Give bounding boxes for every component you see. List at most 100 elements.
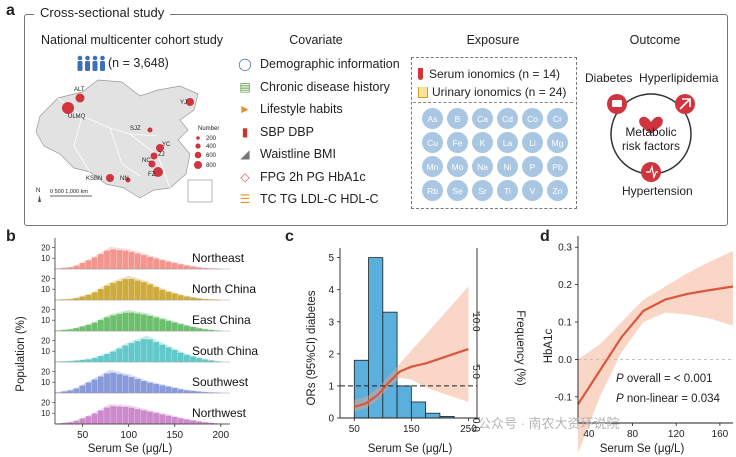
panel-b-xlabel: Serum Se (μg/L) <box>88 443 173 455</box>
y-tick-label: 0.0 <box>558 355 572 366</box>
p-symbol: P <box>616 393 624 405</box>
confidence-band <box>354 286 469 412</box>
outcome-bottom-label: Hypertension <box>622 184 693 198</box>
y-tick-label: 20 <box>41 274 50 283</box>
covariate-item: ◯ Demographic information <box>236 57 399 71</box>
map-city-label: FZ <box>148 172 156 178</box>
y-tick-label: 10 <box>41 254 50 263</box>
map-city-label: ULMQ <box>68 114 86 120</box>
histogram-bar <box>425 412 441 419</box>
histogram-bar <box>396 385 412 419</box>
element-badge: Mn <box>422 156 443 177</box>
histogram-bar <box>208 330 215 331</box>
x-tick-label: 40 <box>583 429 595 440</box>
histogram-bar <box>147 382 153 393</box>
confidence-band <box>578 250 733 453</box>
histogram-bar <box>122 345 129 362</box>
histogram-bar <box>73 420 80 424</box>
histogram-bar <box>128 312 135 331</box>
histogram-bar <box>165 347 172 362</box>
histogram-bar <box>97 356 104 362</box>
china-map: ALT ULMQ YJ SJZ YC ZJ NC FZ KSBN NN Numb… <box>30 76 230 211</box>
histogram-bar <box>153 342 159 362</box>
histogram-bar <box>190 420 196 424</box>
running-person-icon: ► <box>239 102 251 116</box>
histogram-bar <box>165 415 172 424</box>
histogram-bar <box>79 360 86 362</box>
histogram-bar <box>116 406 123 424</box>
histogram-bar <box>202 299 209 300</box>
panel-c-xlabel: Serum Se (μg/L) <box>368 443 453 455</box>
element-badge: Pb <box>547 156 568 177</box>
panel-d-ylabel: HbA1c <box>543 328 555 363</box>
panel-b-label: b <box>6 228 16 245</box>
panel-c-label: c <box>285 228 294 245</box>
waist-icon: ◢ <box>240 147 250 161</box>
element-badge: Rb <box>422 180 443 201</box>
histogram-bar <box>73 265 80 269</box>
x-tick-label: 50 <box>77 430 89 441</box>
north-arrow-label: N <box>36 188 40 194</box>
region-label: Northeast <box>192 251 245 265</box>
histogram-bar <box>110 372 117 393</box>
histogram-bar <box>196 328 202 331</box>
density-curve <box>54 309 221 332</box>
outcome-top-labels: Diabetes Hyperlipidemia <box>585 71 719 85</box>
histogram-bar <box>382 311 398 419</box>
heart-icon <box>639 116 663 134</box>
thermometer-icon: ▮ <box>241 124 249 139</box>
histogram-bar <box>79 263 86 269</box>
element-badge: Ni <box>497 156 518 177</box>
histogram-bar <box>128 343 135 362</box>
histogram-bar <box>202 329 209 331</box>
map-city-label: SJZ <box>130 126 141 132</box>
histogram-bar <box>140 255 147 269</box>
histogram-bar <box>183 419 190 424</box>
covariate-item: ◇ FPG 2h PG HbA1c <box>236 170 365 184</box>
panel-b-ylabel: Population (%) <box>15 316 27 392</box>
element-badge: Mo <box>447 156 468 177</box>
element-badge: Mg <box>547 132 568 153</box>
y-tick-label: 20 <box>41 398 50 407</box>
element-badge: Sr <box>472 180 493 201</box>
density-curve <box>54 404 221 425</box>
covariate-item: ▤ Chronic disease history <box>236 80 390 94</box>
histogram-bar <box>67 329 74 331</box>
histogram-bar <box>208 360 215 362</box>
histogram-bar <box>61 423 67 424</box>
map-legend-value: 600 <box>206 153 217 159</box>
p-symbol: P <box>616 373 624 385</box>
histogram-bar <box>104 354 110 362</box>
histogram-bar <box>196 267 202 269</box>
covariate-label: Lifestyle habits <box>260 102 343 116</box>
y-tick-label: 5 <box>328 253 334 264</box>
element-badge: Fe <box>447 132 468 153</box>
histogram-bar <box>91 292 98 300</box>
x-tick-label: 250 <box>460 424 477 435</box>
y-tick-label: 20 <box>41 367 50 376</box>
map-city-label: ZJ <box>158 152 165 158</box>
histogram-bar <box>202 392 209 393</box>
outcome-center-text: Metabolic risk factors <box>621 125 680 153</box>
element-badge: P <box>522 156 543 177</box>
histogram-bar <box>85 416 92 424</box>
histogram-bar <box>196 391 202 393</box>
p-overall-text: P overall = < 0.001 <box>616 373 713 385</box>
histogram-bar <box>159 414 166 424</box>
histogram-bar <box>140 282 147 300</box>
histogram-bar <box>183 265 190 269</box>
histogram-bar <box>190 391 196 393</box>
outcome-heading: Outcome <box>629 33 681 47</box>
p-nonlinear-text: P non-linear = 0.034 <box>616 393 720 405</box>
panel-d-chart: -0.1 0.0 0.1 0.2 0.3 40 80 120 160 HbA1c Serum S… <box>543 236 734 455</box>
element-badge: Zn <box>547 180 568 201</box>
histogram-bar <box>79 385 86 393</box>
histogram-bar <box>97 254 104 269</box>
histogram-bar <box>116 250 123 269</box>
histogram-bar <box>128 377 135 393</box>
histogram-bar <box>159 385 166 393</box>
histogram-bar <box>159 319 166 331</box>
covariate-item: ► Lifestyle habits <box>236 102 343 116</box>
histogram-bar <box>410 401 427 419</box>
histogram-bar <box>85 382 92 393</box>
